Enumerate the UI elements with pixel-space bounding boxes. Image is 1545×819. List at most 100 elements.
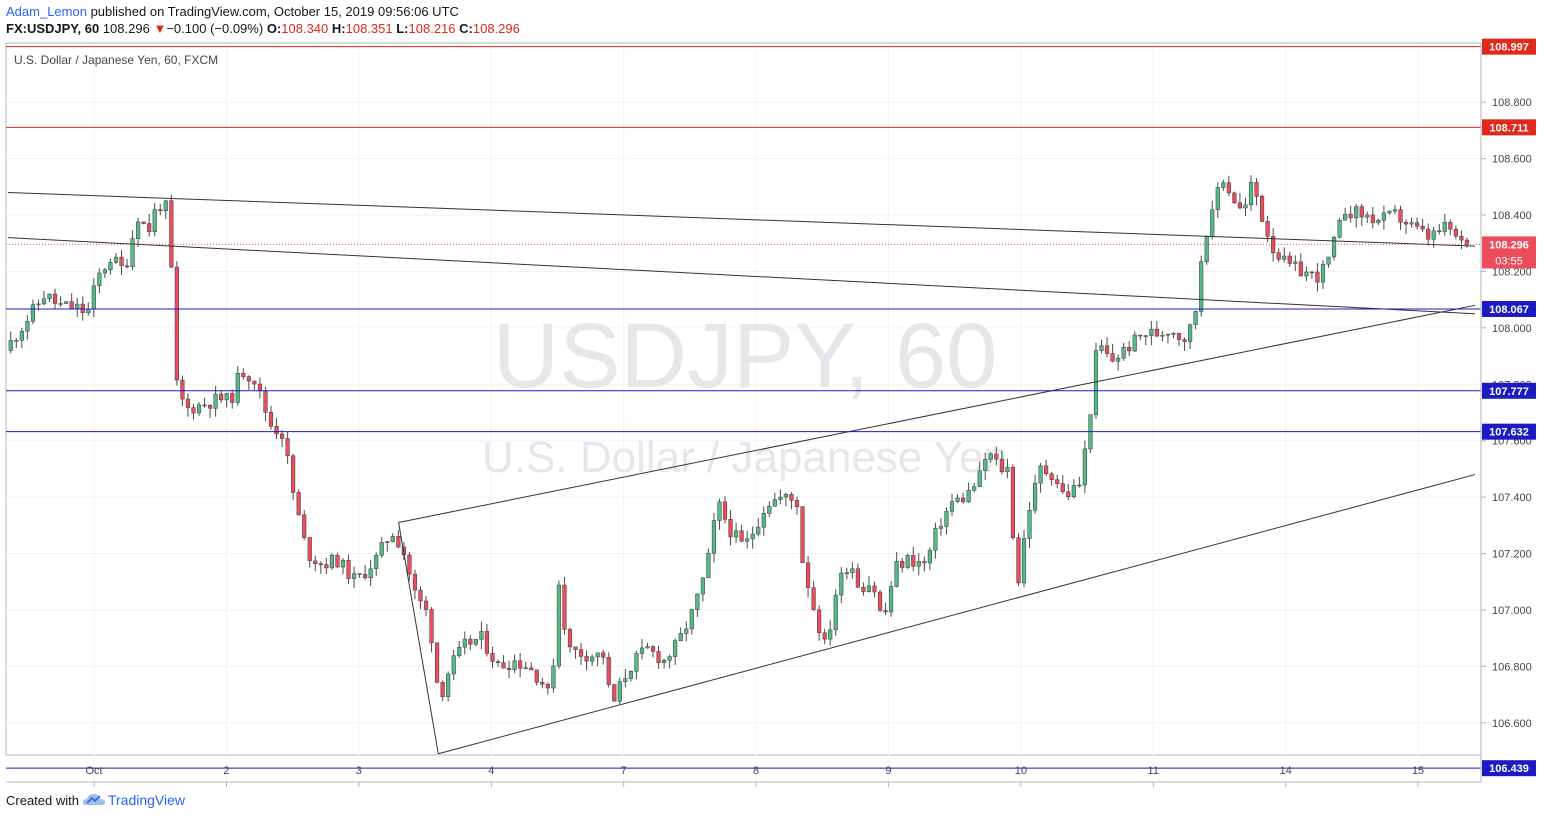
change-down-icon: ▼ xyxy=(153,21,167,36)
last-price-tag xyxy=(1482,236,1536,269)
candle-down xyxy=(861,587,866,592)
price-axis[interactable]: 108.800108.600108.400108.200108.000107.8… xyxy=(1481,97,1532,730)
candle-down xyxy=(274,426,279,435)
candle-down xyxy=(412,573,418,591)
candle-up xyxy=(1343,213,1348,221)
candle-down xyxy=(1420,226,1425,230)
candle-up xyxy=(1282,255,1287,260)
candle-up xyxy=(767,505,772,514)
candle-down xyxy=(268,412,274,427)
candle-down xyxy=(490,653,495,662)
candle-up xyxy=(1365,214,1370,218)
candle-down xyxy=(1232,192,1237,204)
candle-up xyxy=(695,593,700,610)
plot-area[interactable] xyxy=(5,42,1482,756)
candle-down xyxy=(1276,252,1281,260)
candle-down xyxy=(1138,334,1143,337)
candle-up xyxy=(944,511,949,527)
candle-up xyxy=(479,631,484,640)
candle-down xyxy=(1110,353,1115,362)
candle-down xyxy=(1154,328,1159,337)
candle-up xyxy=(662,659,667,663)
author-link[interactable]: Adam_Lemon xyxy=(6,4,87,19)
candle-down xyxy=(180,379,185,400)
candle-down xyxy=(141,221,146,224)
candle-down xyxy=(495,661,501,663)
candle-down xyxy=(423,600,429,610)
last-price-label: 108.296 xyxy=(1489,239,1529,251)
candle-up xyxy=(1293,261,1298,264)
candle-down xyxy=(169,200,174,268)
candle-down xyxy=(650,646,656,652)
candle-down xyxy=(174,266,179,381)
candle-up xyxy=(634,653,639,672)
candle-up xyxy=(828,629,833,640)
candle-up xyxy=(1331,236,1337,258)
candle-down xyxy=(1309,271,1314,274)
candle-up xyxy=(1171,332,1176,335)
time-tick-label: 10 xyxy=(1015,765,1027,777)
candle-down xyxy=(363,574,368,579)
candle-down xyxy=(1398,209,1403,223)
candle-down xyxy=(440,682,445,697)
trendline xyxy=(7,237,1476,315)
candle-down xyxy=(1403,222,1409,225)
candle-down xyxy=(407,554,412,575)
candle-up xyxy=(136,221,141,239)
close-value: 108.296 xyxy=(472,21,520,36)
tradingview-brand[interactable]: TradingView xyxy=(107,792,186,808)
candle-up xyxy=(700,577,705,595)
candle-up xyxy=(1021,538,1027,584)
candle-up xyxy=(25,321,30,332)
support-level-tag xyxy=(1482,300,1536,317)
candle-down xyxy=(252,380,257,385)
candle-down xyxy=(191,407,196,414)
candle-up xyxy=(1071,485,1076,497)
low-label: L: xyxy=(396,21,409,36)
candle-down xyxy=(529,667,534,671)
candle-up xyxy=(1121,347,1126,359)
horizontal-levels[interactable] xyxy=(6,46,1481,769)
candle-down xyxy=(999,458,1004,473)
candle-up xyxy=(457,646,462,656)
candle-up xyxy=(1116,357,1121,362)
candle-up xyxy=(1160,334,1165,337)
candle-down xyxy=(52,293,58,304)
candle-down xyxy=(573,646,578,650)
candle-down xyxy=(1226,182,1231,194)
price-tick-label: 107.400 xyxy=(1492,492,1532,504)
candle-down xyxy=(822,632,827,640)
price-tick-label: 106.600 xyxy=(1492,718,1532,730)
candle-up xyxy=(374,555,379,570)
symbol-name[interactable]: FX:USDJPY, 60 xyxy=(6,21,100,36)
candle-down xyxy=(1044,465,1049,474)
time-axis[interactable]: Oct 2 3 4 7 8 9 10 11 14 15 xyxy=(85,765,1424,787)
candle-down xyxy=(1348,213,1353,219)
open-value: 108.340 xyxy=(281,21,329,36)
candle-down xyxy=(1254,182,1259,197)
time-tick-label: 11 xyxy=(1148,765,1159,777)
support-level-tag xyxy=(1482,760,1536,777)
high-label: H: xyxy=(331,21,346,36)
candle-down xyxy=(961,497,966,503)
candle-up xyxy=(667,656,672,661)
candle-down xyxy=(855,568,860,588)
time-tick-label: 7 xyxy=(621,765,627,777)
price-tick-label: 108.600 xyxy=(1492,154,1532,166)
time-tick-label: 8 xyxy=(753,765,759,777)
candle-up xyxy=(163,200,168,211)
candle-down xyxy=(1453,228,1458,237)
candle-up xyxy=(689,609,694,630)
candle-up xyxy=(523,667,528,670)
candle-down xyxy=(1464,239,1470,245)
candle-up xyxy=(1243,204,1248,209)
price-tick-label: 108.800 xyxy=(1492,97,1532,109)
candle-up xyxy=(1215,187,1220,211)
candle-down xyxy=(119,256,124,267)
candle-up xyxy=(47,293,52,300)
price-tick-label: 107.000 xyxy=(1492,605,1532,617)
candle-down xyxy=(601,652,606,658)
trendline-drawings[interactable] xyxy=(7,191,1476,755)
time-tick-label: Oct xyxy=(85,765,102,777)
